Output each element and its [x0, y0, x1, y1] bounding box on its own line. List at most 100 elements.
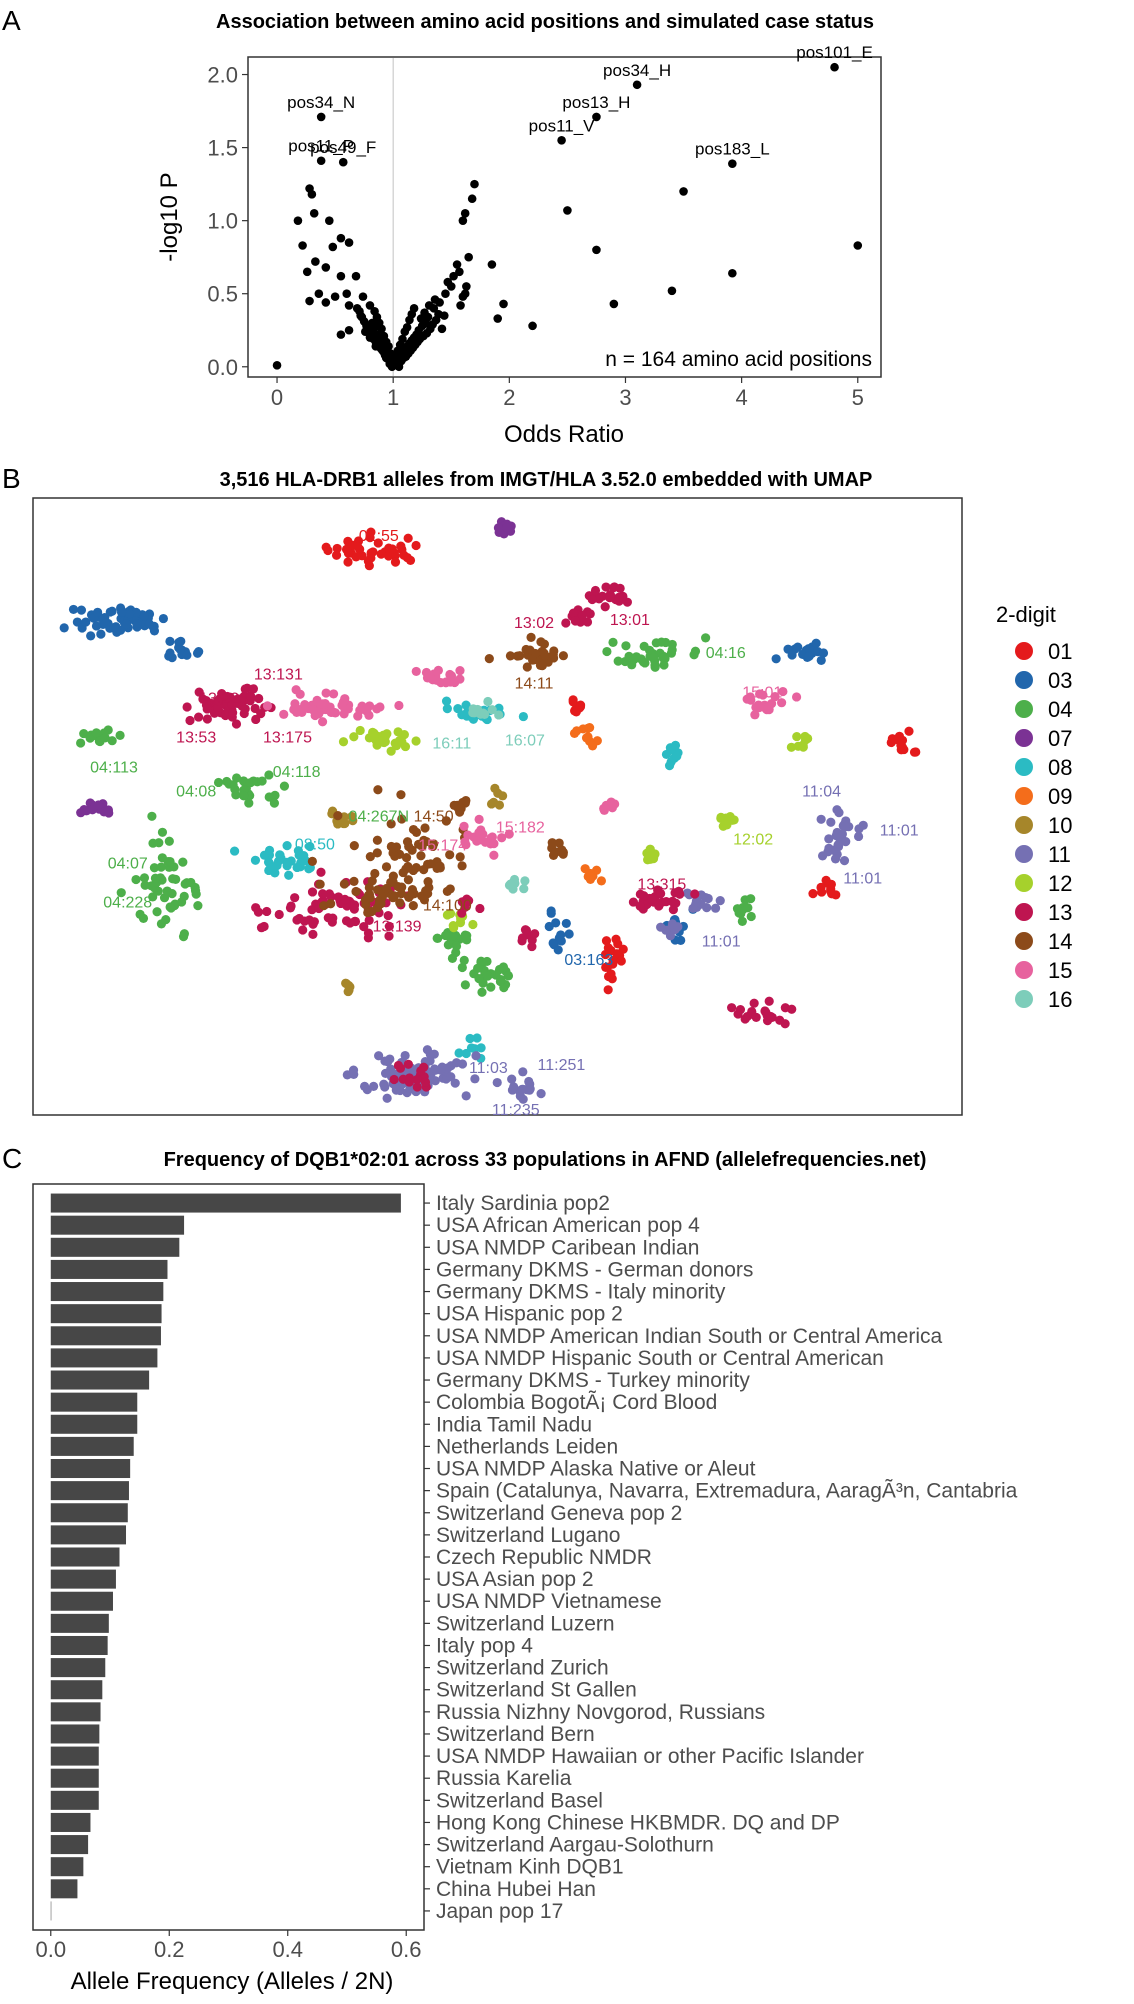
panel-b-allele-point	[587, 594, 597, 605]
panel-a-data-point	[441, 289, 450, 299]
panel-c-category-label: Netherlands Leiden	[436, 1435, 618, 1458]
panel-b-allele-point	[602, 646, 612, 657]
panel-a-x-tick-label: 4	[735, 385, 747, 410]
panel-b-allele-point	[503, 971, 514, 981]
panel-b-allele-point	[351, 552, 361, 562]
panel-b-allele-point	[273, 856, 284, 866]
panel-b-allele-point	[292, 707, 302, 717]
panel-b-allele-point	[519, 884, 529, 894]
panel-b-allele-point	[365, 533, 375, 543]
panel-b-allele-point	[793, 642, 803, 652]
panel-a-point-label: pos101_E	[796, 43, 873, 62]
panel-b-allele-point	[660, 653, 670, 664]
panel-a-point-label: pos34_H	[603, 61, 671, 80]
panel-b-allele-point	[497, 833, 507, 843]
panel-b-allele-point	[158, 613, 169, 624]
panel-b-allele-point	[570, 616, 580, 626]
panel-b-allele-point	[494, 710, 504, 720]
panel-b-allele-point	[397, 814, 407, 824]
panel-b-allele-point	[132, 619, 142, 629]
panel-b-allele-point	[442, 703, 452, 714]
panel-b-allele-point	[754, 703, 764, 713]
panel-b-allele-point	[359, 1081, 370, 1091]
panel-b-allele-point	[791, 692, 802, 702]
panel-a-data-point	[632, 80, 642, 90]
panel-b-allele-point	[594, 594, 604, 604]
panel-b-allele-point	[162, 886, 172, 896]
panel-b-allele-point	[487, 705, 497, 715]
panel-b-allele-point	[345, 918, 355, 928]
panel-b-allele-point	[492, 1077, 502, 1088]
panel-b-allele-point	[254, 693, 264, 704]
panel-c-bar	[50, 1193, 401, 1213]
panel-a-data-point	[338, 157, 348, 167]
panel-b-allele-point	[213, 777, 224, 788]
panel-b-legend-label: 13	[1048, 900, 1072, 925]
panel-b-allele-point	[827, 889, 837, 899]
panel-b-allele-point	[323, 545, 333, 556]
panel-b-allele-point	[274, 909, 284, 920]
panel-b-allele-point	[436, 1065, 446, 1075]
panel-c-bar	[50, 1879, 78, 1899]
panel-b-allele-point	[426, 673, 436, 684]
panel-b-allele-point	[670, 740, 681, 750]
panel-a-data-point	[379, 331, 389, 341]
panel-c-category-label: Colombia BogotÃ¡ Cord Blood	[436, 1390, 717, 1414]
panel-b-allele-point	[121, 619, 132, 629]
panel-b-allele-point	[505, 651, 516, 661]
panel-c-category-label: Switzerland Luzern	[436, 1612, 615, 1635]
panel-c-bar	[50, 1282, 164, 1302]
panel-b-allele-point	[420, 1077, 431, 1087]
panel-b-legend-title: 2-digit	[996, 602, 1056, 627]
panel-a-data-point	[272, 361, 282, 370]
panel-b-allele-point	[350, 900, 360, 910]
panel-c-category-label: Switzerland Lugano	[436, 1524, 620, 1547]
panel-a-data-point	[462, 282, 471, 291]
panel-b-allele-point	[202, 704, 212, 714]
panel-b-allele-point	[477, 987, 487, 997]
panel-b-allele-point	[399, 550, 409, 560]
panel-b-allele-point	[332, 543, 342, 554]
panel-b-allele-point	[316, 867, 326, 877]
panel-c-bar	[50, 1304, 162, 1324]
panel-b-allele-point	[416, 1066, 426, 1076]
panel-a-volcano-plot: A Association between amino acid positio…	[2, 5, 882, 448]
panel-b-allele-point	[493, 523, 504, 533]
panel-b-allele-point	[786, 742, 797, 752]
panel-b-allele-point	[131, 874, 141, 885]
panel-b-allele-point	[282, 857, 292, 867]
panel-b-allele-point	[264, 845, 275, 855]
panel-b-allele-point	[285, 903, 296, 913]
panel-a-x-tick-label: 0	[271, 385, 283, 410]
panel-a-point-label: pos49_F	[310, 138, 376, 157]
panel-b-allele-point	[231, 719, 242, 729]
panel-b-allele-point	[459, 821, 469, 831]
panel-a-data-point	[398, 334, 407, 344]
panel-b-allele-point	[157, 827, 168, 837]
panel-c-bar	[50, 1237, 180, 1257]
panel-b-allele-point	[202, 714, 212, 724]
panel-b-allele-point	[396, 889, 407, 899]
panel-b-allele-point	[237, 695, 248, 706]
panel-b-allele-point	[472, 836, 482, 846]
panel-b-allele-point	[524, 1085, 535, 1095]
panel-a-data-point	[592, 245, 601, 255]
panel-b-allele-point	[568, 695, 578, 705]
panel-c-category-label: USA African American pop 4	[436, 1214, 700, 1237]
panel-b-legend-label: 04	[1048, 697, 1072, 722]
panel-b-allele-point	[830, 854, 841, 864]
panel-a-data-point	[321, 298, 331, 307]
panel-b-allele-point	[894, 731, 905, 741]
panel-c-bar	[50, 1680, 103, 1700]
panel-a-data-point	[309, 209, 319, 218]
panel-b-allele-point	[798, 740, 808, 750]
panel-b-allele-point	[455, 666, 465, 676]
panel-a-data-point	[298, 241, 307, 250]
panel-b-allele-point	[455, 852, 465, 862]
panel-b-allele-point	[479, 709, 490, 719]
panel-b-allele-point	[81, 617, 91, 627]
panel-b-legend-swatch	[1015, 932, 1033, 950]
panel-b-allele-point	[457, 861, 467, 871]
panel-a-data-point	[456, 301, 465, 310]
panel-b-allele-point	[109, 623, 119, 633]
